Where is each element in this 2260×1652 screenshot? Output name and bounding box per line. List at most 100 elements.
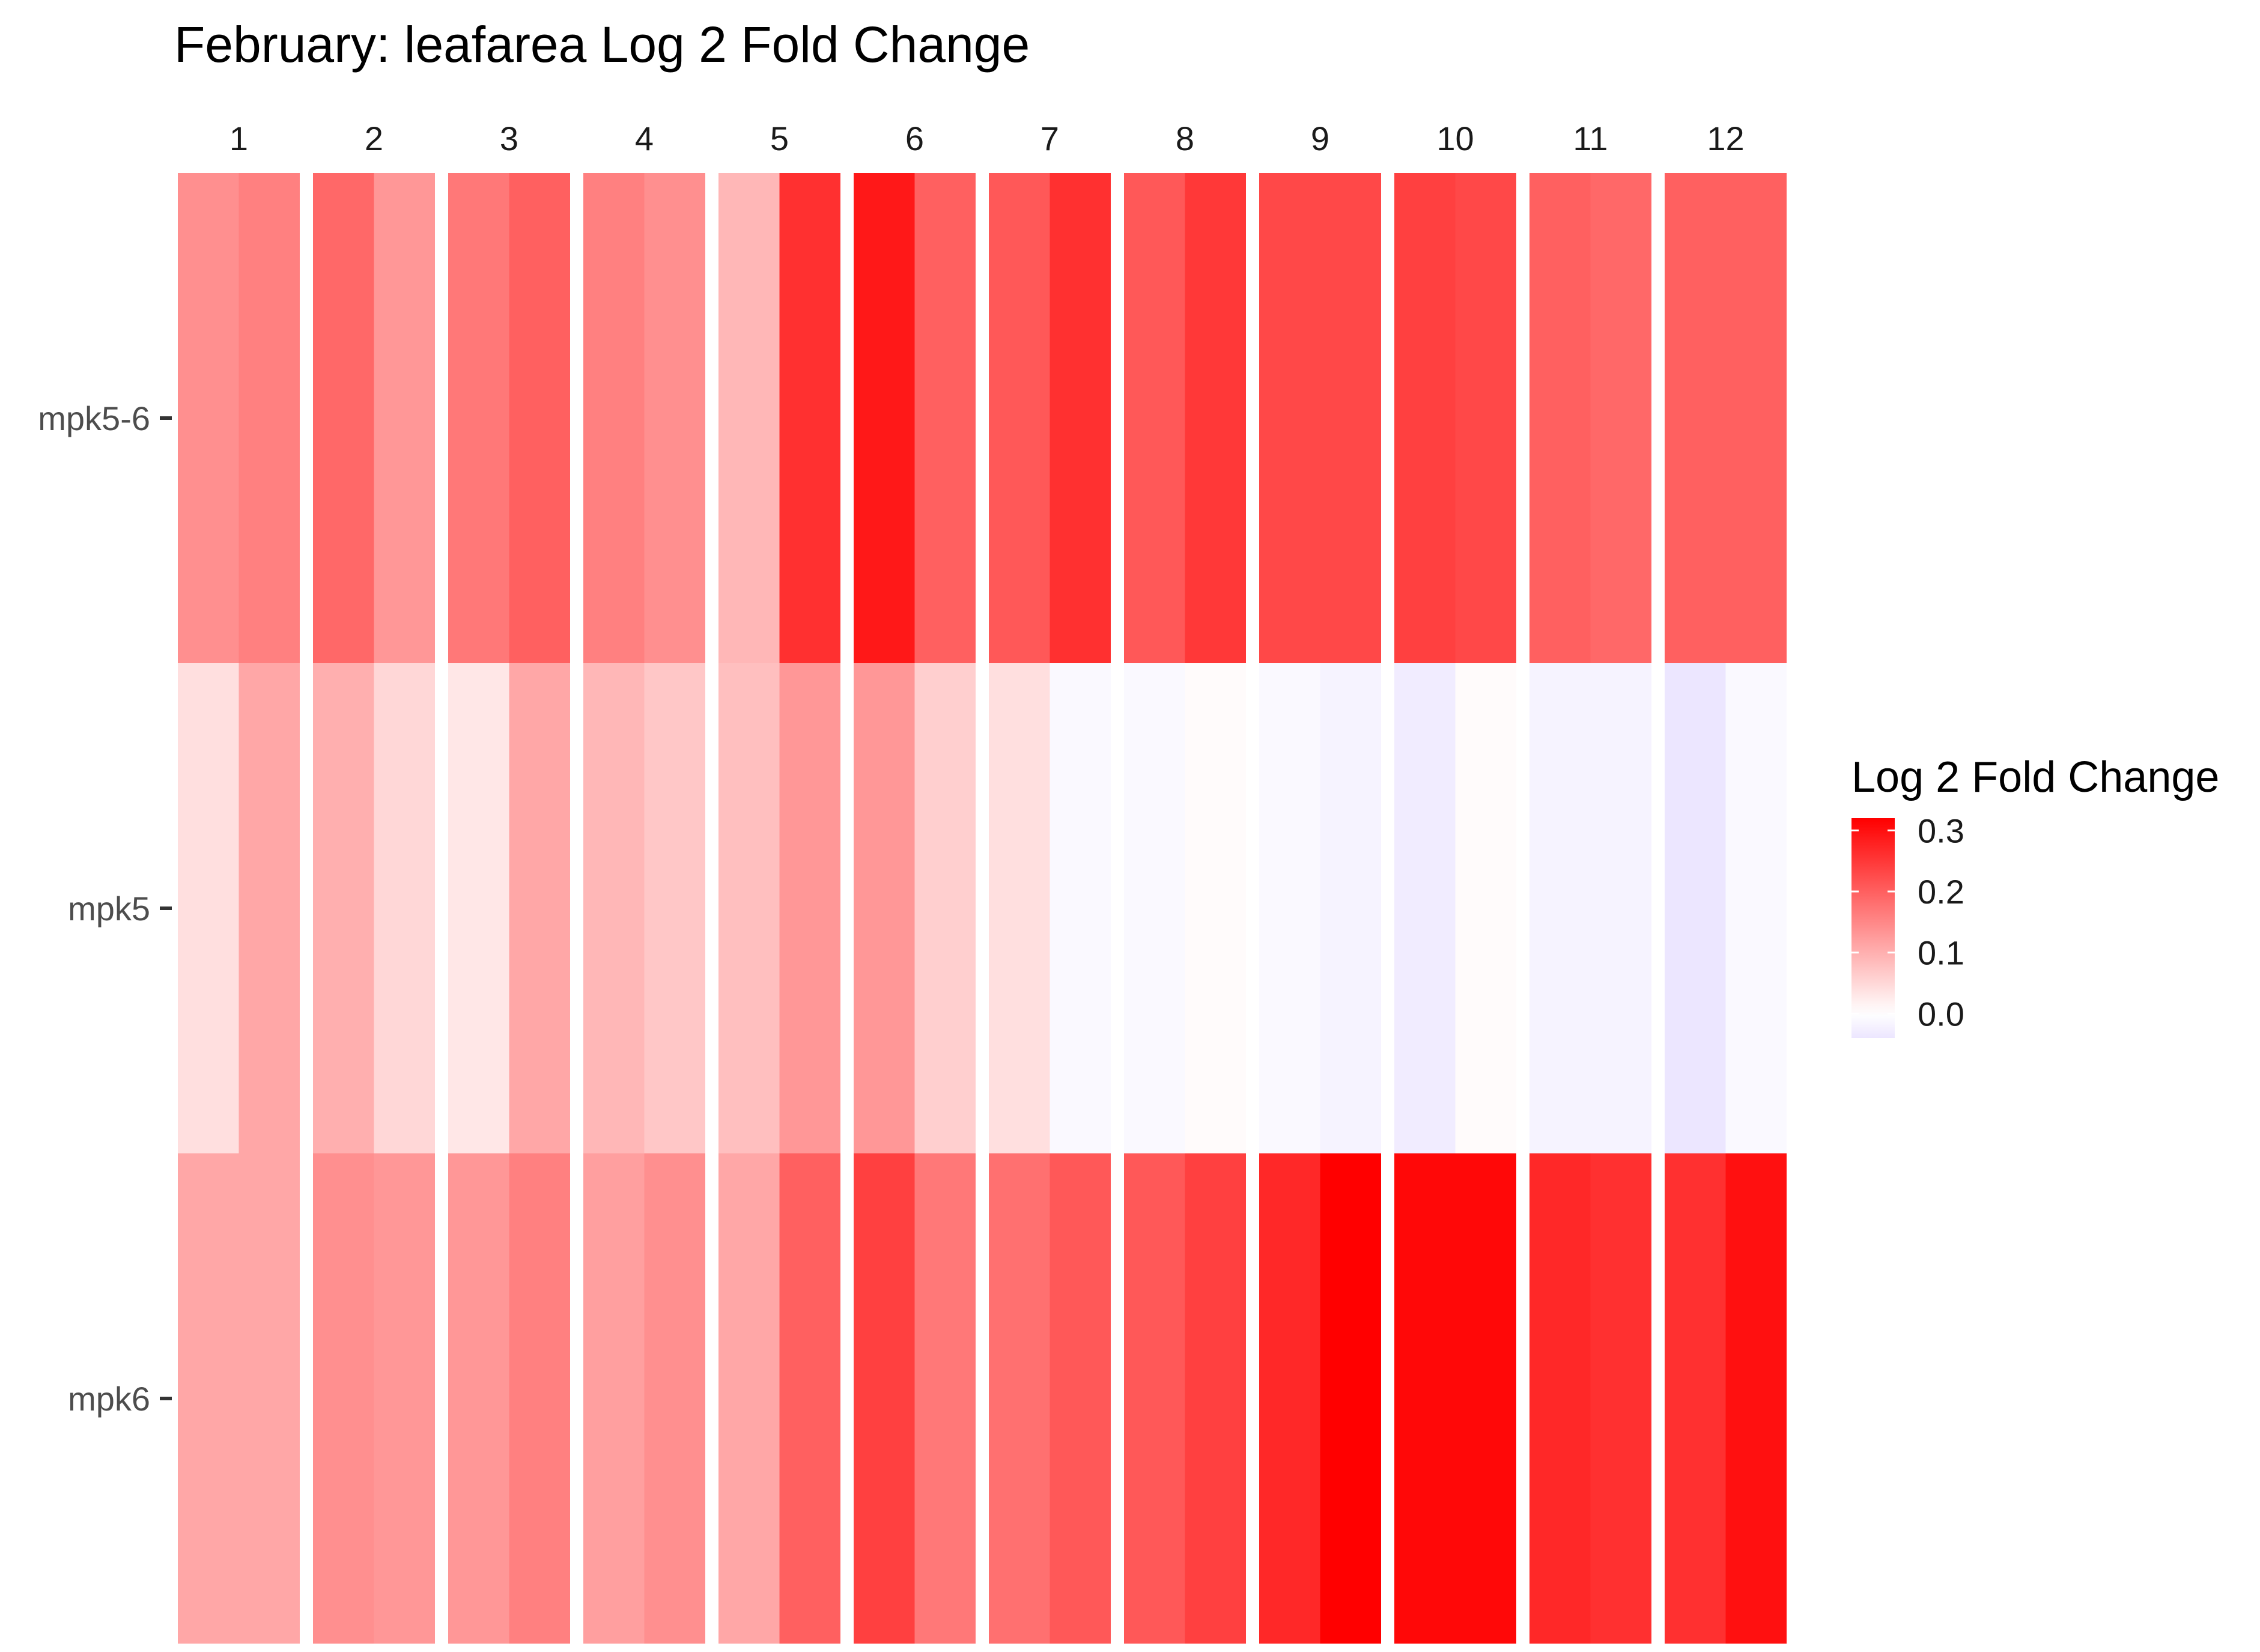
heatmap-cell [178,663,239,1154]
heatmap-cell [509,663,570,1154]
heatmap-cell [1725,663,1787,1154]
facet-label: 5 [770,120,789,157]
heatmap-cell [509,173,570,664]
heatmap-cell [718,1153,780,1644]
facet-label: 11 [1573,120,1608,157]
heatmap-cell [1124,1153,1185,1644]
heatmap-cell [313,1153,374,1644]
heatmap-cell [448,173,509,664]
heatmap-cell [1455,173,1516,664]
legend-colorbar [1851,818,1895,1038]
heatmap-cell [1725,1153,1787,1644]
heatmap-cell [448,663,509,1154]
heatmap-cell [1259,1153,1320,1644]
heatmap-cell [1529,663,1591,1154]
heatmap-cell [1725,173,1787,664]
heatmap-cell [448,1153,509,1644]
heatmap-cell [583,173,645,664]
heatmap-cell [1185,663,1246,1154]
legend-tick-label: 0.3 [1918,812,1964,849]
legend-tick-label: 0.2 [1918,873,1964,911]
heatmap-cell [914,663,976,1154]
facet-label: 9 [1311,120,1329,157]
heatmap-cell [1665,1153,1726,1644]
heatmap-cell [779,1153,840,1644]
heatmap-cell [644,1153,705,1644]
heatmap-cell [989,173,1050,664]
heatmap-cell [509,1153,570,1644]
row-label: mpk6 [68,1380,150,1418]
heatmap-cell [779,173,840,664]
heatmap-cell [374,173,435,664]
heatmap-cell [1050,1153,1111,1644]
facet-label: 2 [365,120,383,157]
row-label: mpk5-6 [38,399,150,437]
facet-label: 12 [1707,120,1744,157]
heatmap-cell [1124,663,1185,1154]
facet-label: 7 [1040,120,1059,157]
heatmap-cell [1665,663,1726,1154]
heatmap-cell [914,173,976,664]
heatmap-cell [1124,173,1185,664]
heatmap-cell [1050,173,1111,664]
heatmap-cell [1394,1153,1456,1644]
heatmap-cell [583,1153,645,1644]
heatmap-cell [644,173,705,664]
heatmap-cell [1590,1153,1651,1644]
row-labels: mpk5-6 mpk5 mpk6 [38,399,172,1418]
heatmap-cell [989,1153,1050,1644]
facet-label: 4 [635,120,654,157]
heatmap-cell [718,173,780,664]
heatmap-cell [374,663,435,1154]
facet-label: 10 [1436,120,1474,157]
heatmap-cell [238,173,300,664]
row-label: mpk5 [68,890,150,928]
heatmap-cell [238,1153,300,1644]
heatmap-cell [238,663,300,1154]
heat-cells [178,173,1787,1644]
heatmap-cell [1529,173,1591,664]
facet-label: 8 [1176,120,1194,157]
heatmap-cell [1665,173,1726,664]
heatmap-cell [989,663,1050,1154]
facet-label: 1 [229,120,248,157]
heatmap-cell [1185,173,1246,664]
heatmap-cell [1590,173,1651,664]
heatmap-cell [1259,173,1320,664]
heatmap-cell [854,173,915,664]
legend-tick-label: 0.1 [1918,934,1964,972]
heatmap-cell [854,663,915,1154]
heatmap-cell [178,1153,239,1644]
heatmap-cell [718,663,780,1154]
heatmap-cell [374,1153,435,1644]
heatmap-cell [854,1153,915,1644]
legend-tick-label: 0.0 [1918,995,1964,1033]
heatmap-cell [1455,1153,1516,1644]
heatmap-cell [1185,1153,1246,1644]
heatmap-cell [779,663,840,1154]
legend-ticks: 0.3 0.2 0.1 0.0 [1851,812,1964,1033]
facet-label: 3 [500,120,518,157]
heatmap-cell [1320,173,1381,664]
heatmap-cell [1050,663,1111,1154]
heatmap-cell [1590,663,1651,1154]
heatmap-cell [1394,173,1456,664]
heatmap-cell [583,663,645,1154]
heatmap-cell [1320,1153,1381,1644]
heatmap-cell [1259,663,1320,1154]
chart-title: February: leafarea Log 2 Fold Change [174,16,1030,73]
heatmap-cell [914,1153,976,1644]
heatmap-cell [313,663,374,1154]
heatmap-cell [1529,1153,1591,1644]
legend-title: Log 2 Fold Change [1851,753,2219,801]
legend: Log 2 Fold Change 0.3 0.2 0.1 0.0 [1851,753,2219,1038]
facet-labels: 1 2 3 4 5 6 7 8 9 10 11 12 [229,120,1745,157]
heatmap-cell [644,663,705,1154]
heatmap-cell [1320,663,1381,1154]
heatmap-cell [178,173,239,664]
facet-label: 6 [905,120,924,157]
heatmap-cell [313,173,374,664]
heatmap-cell [1394,663,1456,1154]
heatmap-cell [1455,663,1516,1154]
